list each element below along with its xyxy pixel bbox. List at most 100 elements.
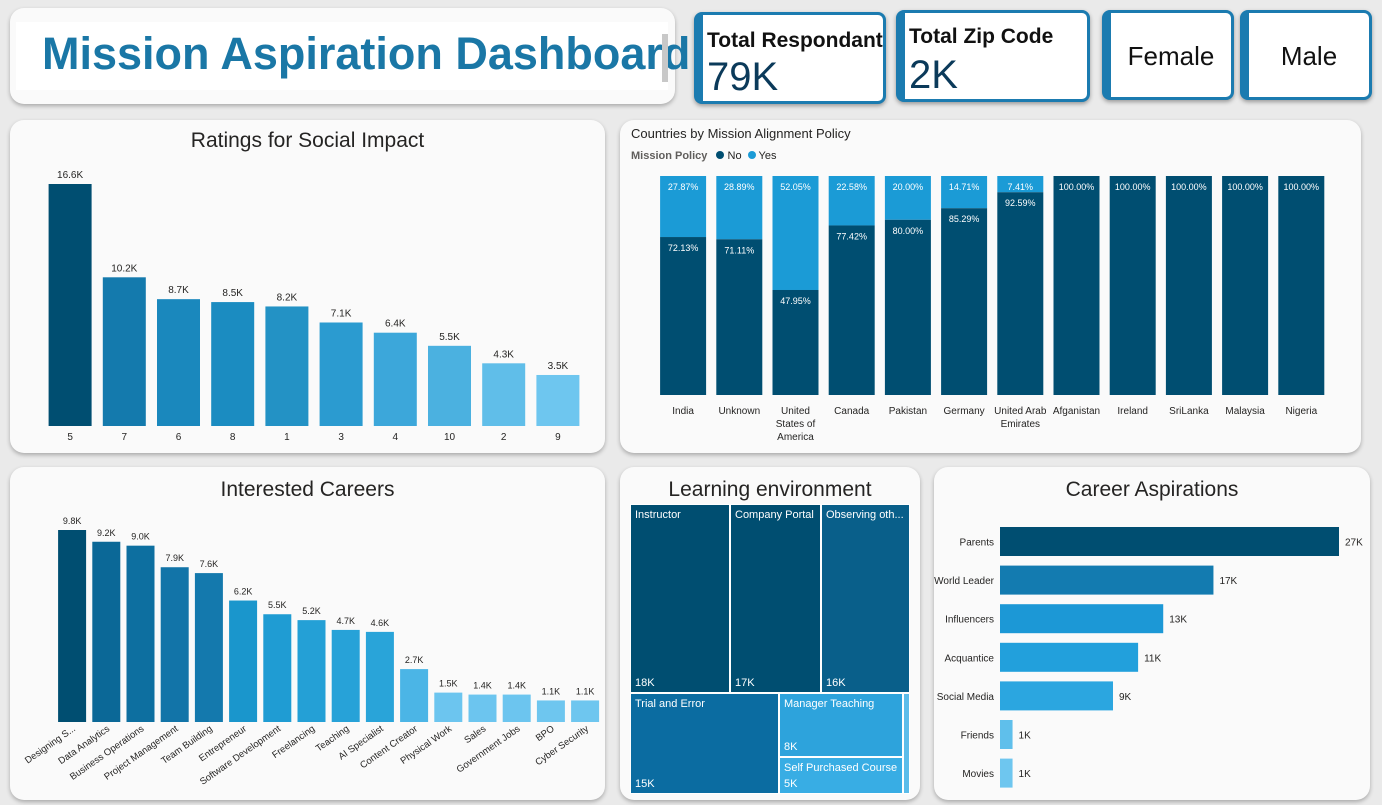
countries-legend: Mission Policy No Yes — [631, 150, 776, 162]
data-label: 7.6K — [200, 559, 219, 569]
data-label: 1.5K — [439, 679, 458, 689]
bar — [102, 277, 146, 426]
bar — [468, 694, 497, 722]
data-label: 4.6K — [371, 618, 390, 628]
legend-no-label[interactable]: No — [727, 150, 742, 162]
y-tick-label: Acquantice — [945, 653, 995, 664]
bar-no — [997, 192, 1044, 395]
treemap-cell[interactable]: Trial and Error 15K — [630, 693, 779, 794]
treemap-value: 17K — [735, 677, 755, 689]
legend-yes-dot — [747, 151, 756, 159]
bar-yes — [716, 176, 763, 240]
bar-no — [716, 239, 763, 395]
treemap-cell-small[interactable] — [903, 693, 910, 794]
bar — [1000, 565, 1214, 595]
data-label: 71.11% — [724, 245, 754, 255]
data-label: 72.13% — [668, 243, 699, 253]
bar — [263, 614, 292, 722]
bar-yes — [941, 176, 988, 209]
total-respondent-value: 79K — [707, 55, 779, 99]
data-label: 9.8K — [63, 516, 82, 526]
x-tick-label: Ireland — [1117, 406, 1148, 417]
bar — [229, 600, 258, 722]
y-tick-label: Parents — [960, 538, 994, 549]
bar-no — [828, 225, 875, 395]
page-title: Mission Aspiration Dashboard — [42, 28, 691, 79]
x-tick-label: 2 — [501, 432, 507, 443]
data-label: 92.59% — [1005, 198, 1036, 208]
social-impact-title: Ratings for Social Impact — [190, 129, 425, 152]
bar-yes — [828, 176, 875, 226]
x-tick-label: Canada — [834, 406, 869, 417]
x-tick-label: 8 — [230, 432, 236, 443]
treemap-cell[interactable]: Self Purchased Course 5K — [779, 757, 903, 794]
total-zip-value: 2K — [909, 53, 958, 97]
bar — [126, 545, 155, 722]
x-tick-label: Germany — [944, 406, 985, 417]
treemap-cell[interactable]: Company Portal 17K — [730, 504, 821, 693]
y-tick-label: Movies — [962, 769, 994, 780]
x-tick-label: Afganistan — [1053, 406, 1100, 417]
learning-treemap: Instructor 18K Company Portal 17K Observing … — [630, 504, 910, 794]
treemap-cell[interactable]: Observing oth... 16K — [821, 504, 910, 693]
bar — [1000, 527, 1339, 556]
data-label: 2.7K — [405, 655, 424, 665]
data-label: 4.7K — [336, 616, 355, 626]
y-tick-label: Influencers — [945, 615, 994, 626]
aspirations-card: Career Aspirations Parents 27K World Leade… — [934, 467, 1370, 800]
bar — [502, 694, 531, 722]
data-label: 100.00% — [1227, 182, 1263, 192]
data-label: 27K — [1345, 538, 1363, 549]
treemap-value: 8K — [784, 741, 798, 753]
x-tick-label: 10 — [444, 432, 456, 443]
data-label: 8.5K — [222, 288, 243, 299]
x-tick-label: BPO — [534, 723, 557, 744]
data-label: 16.6K — [57, 170, 83, 181]
social-impact-card: Ratings for Social Impact 16.6K 5 10.2K 7 8.… — [10, 120, 605, 453]
data-label: 10.2K — [111, 263, 137, 274]
data-label: 9.2K — [97, 528, 116, 538]
careers-card: Interested Careers 9.8K Designing S... 9.2… — [10, 467, 605, 800]
x-tick-label: States of — [776, 419, 816, 430]
title-scroll-indicator — [662, 34, 668, 82]
total-respondent-card[interactable]: Total Respondant 79K — [694, 12, 886, 104]
data-label: 100.00% — [1171, 182, 1207, 192]
bar-no — [884, 219, 931, 395]
data-label: 3.5K — [548, 361, 569, 372]
bar — [434, 692, 463, 722]
legend-no-dot — [716, 151, 725, 159]
female-label: Female — [1127, 41, 1215, 71]
data-label: 1K — [1019, 731, 1032, 742]
bar — [536, 700, 565, 722]
total-zip-card[interactable]: Total Zip Code 2K — [896, 10, 1090, 102]
data-label: 7.1K — [331, 308, 352, 319]
data-label: 5.5K — [439, 332, 460, 343]
x-tick-label: Unknown — [718, 406, 760, 417]
data-label: 77.42% — [836, 231, 867, 241]
treemap-cell[interactable]: Manager Teaching 8K — [779, 693, 903, 757]
legend-yes-label[interactable]: Yes — [758, 150, 777, 162]
x-tick-label: Malaysia — [1225, 406, 1265, 417]
x-tick-label: Pakistan — [889, 406, 927, 417]
data-label: 52.05% — [780, 182, 811, 192]
male-button[interactable]: Male — [1240, 10, 1372, 100]
data-label: 7.41% — [1008, 182, 1034, 192]
treemap-value: 16K — [826, 677, 846, 689]
social-impact-chart: 16.6K 5 10.2K 7 8.7K 6 8.5K 8 8.2K 1 7.1K 3 6.4K 4 5.5… — [48, 170, 580, 443]
female-button[interactable]: Female — [1102, 10, 1234, 100]
data-label: 13K — [1169, 615, 1187, 626]
aspirations-chart: Parents 27K World Leader 17K Influencers 13K A… — [934, 527, 1363, 788]
treemap-value: 5K — [784, 778, 798, 790]
bar-no — [1278, 176, 1325, 395]
data-label: 1.1K — [576, 686, 595, 696]
bar-no — [1109, 176, 1156, 395]
bar — [194, 573, 223, 722]
bar-no — [772, 289, 819, 395]
treemap-cell[interactable]: Instructor 18K — [630, 504, 730, 693]
bar — [1000, 604, 1164, 634]
bar — [92, 541, 121, 722]
data-label: 6.4K — [385, 319, 406, 330]
data-label: 8.7K — [168, 285, 189, 296]
careers-title: Interested Careers — [220, 478, 395, 501]
